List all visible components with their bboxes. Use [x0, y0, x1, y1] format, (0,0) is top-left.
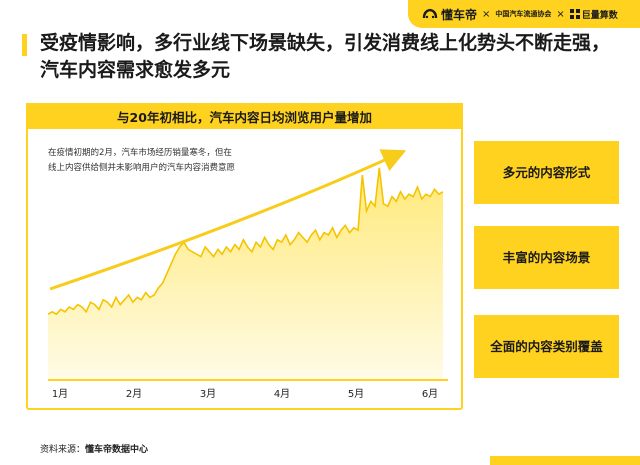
brand3-name: 巨量算数 — [581, 10, 618, 21]
source-note: 资料来源：懂车帝数据中心 — [40, 442, 148, 455]
side-item-label: 全面的内容类别覆盖 — [490, 338, 603, 354]
x-tick-label: 6月 — [422, 388, 438, 400]
source-label: 资料来源： — [40, 445, 86, 455]
side-item-content-scenes: 丰富的内容场景 — [474, 226, 619, 289]
chart-area-fill — [48, 167, 443, 379]
chart-header: 与20年初相比，汽车内容日均浏览用户量增加 — [26, 103, 463, 129]
juliang-logo: 巨量算数 — [569, 8, 618, 21]
page-title: 受疫情影响，多行业线下场景缺失，引发消费线上化势头不断走强，汽车内容需求愈发多元 — [40, 32, 611, 81]
source-org: 懂车帝数据中心 — [85, 445, 149, 455]
x-tick-label: 1月 — [52, 388, 68, 400]
x-tick-label: 2月 — [126, 388, 142, 400]
x-tick-label: 4月 — [274, 388, 290, 400]
logo-separator: × — [482, 8, 491, 20]
brand1-name: 懂车帝 — [441, 7, 478, 22]
logo-bar: 懂车帝 × 中国汽车流通协会 × 巨量算数 — [408, 0, 640, 28]
x-tick-label: 5月 — [348, 388, 364, 400]
x-axis-ticks: 1月 2月 3月 4月 5月 6月 — [52, 388, 438, 400]
side-item-content-coverage: 全面的内容类别覆盖 — [474, 315, 619, 378]
side-item-content-forms: 多元的内容形式 — [474, 141, 619, 204]
title-accent-bar — [22, 34, 27, 56]
chart-annotation: 在疫情初期的2月，汽车市场经历销量寒冬，但在线上内容供给侧并未影响用户的汽车内容… — [48, 148, 236, 173]
grid-icon — [569, 9, 580, 19]
logo-separator: × — [556, 8, 565, 20]
x-tick-label: 3月 — [200, 388, 216, 400]
side-item-label: 丰富的内容场景 — [502, 249, 591, 265]
side-item-label: 多元的内容形式 — [502, 164, 591, 180]
bottom-accent-bar — [490, 456, 640, 465]
trend-arrow — [49, 149, 407, 291]
chart-title: 与20年初相比，汽车内容日均浏览用户量增加 — [117, 109, 372, 125]
chart-series-line — [47, 167, 444, 316]
car-icon — [422, 8, 438, 19]
cada-logo: 中国汽车流通协会 — [495, 9, 551, 19]
brand2-name: 中国汽车流通协会 — [495, 10, 552, 18]
dongchedi-logo: 懂车帝 — [422, 6, 477, 23]
chart-plot: 1月 2月 3月 4月 5月 6月 — [47, 149, 448, 400]
